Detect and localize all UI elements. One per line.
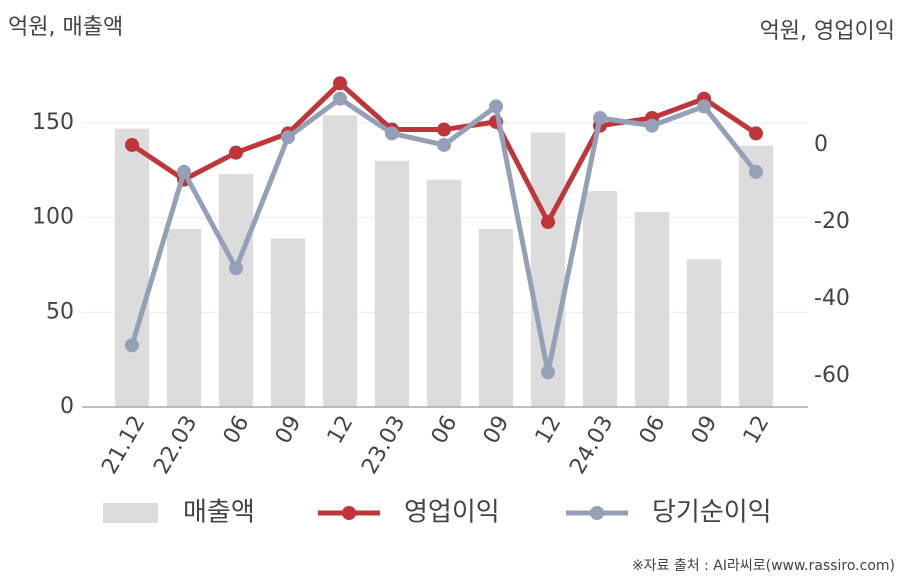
x-tick-label: 09: [687, 412, 723, 449]
point: [749, 164, 763, 179]
point: [229, 261, 243, 276]
legend-label: 영업이익: [404, 498, 500, 528]
bar: [322, 115, 358, 408]
point: [125, 338, 139, 353]
y2-tick-label: -20: [814, 209, 850, 234]
source-note: ※자료 출처 : AI라씨로(www.rassiro.com): [632, 558, 895, 574]
y2-tick-label: -40: [814, 286, 850, 311]
point: [541, 215, 555, 230]
point: [333, 76, 347, 91]
x-tick-label: 06: [219, 412, 255, 449]
point: [697, 99, 711, 114]
y-tick-label: 0: [60, 394, 74, 419]
point: [125, 137, 139, 152]
y-tick-label: 100: [32, 205, 74, 230]
point: [437, 122, 451, 137]
x-tick-label: 06: [427, 412, 463, 449]
y-tick-label: 150: [32, 110, 74, 135]
point: [385, 126, 399, 141]
bar: [218, 174, 254, 407]
legend-swatch: [103, 503, 158, 523]
y-axis-label: 억원, 매출액: [8, 15, 123, 40]
y2-tick-label: 0: [814, 132, 828, 157]
x-tick-label: 09: [271, 412, 307, 449]
bar: [426, 179, 462, 407]
point: [177, 164, 191, 179]
bar: [114, 128, 150, 407]
bar: [686, 259, 722, 407]
bar: [634, 211, 670, 407]
point: [333, 91, 347, 106]
point: [281, 130, 295, 145]
point: [229, 145, 243, 160]
x-tick-label: 09: [479, 412, 515, 449]
legend-swatch: [342, 506, 356, 520]
point: [489, 99, 503, 114]
point: [593, 110, 607, 125]
y2-tick-label: -60: [814, 363, 850, 388]
x-tick-label: 12: [531, 412, 567, 449]
bar: [270, 238, 306, 407]
legend-label: 당기순이익: [652, 498, 772, 528]
x-tick-label: 12: [739, 412, 775, 449]
x-tick-label: 22.03: [149, 412, 202, 479]
bar: [478, 228, 514, 407]
point: [437, 137, 451, 152]
y2-axis-label: 억원, 영업이익: [760, 19, 895, 44]
bar: [374, 160, 410, 407]
point: [749, 126, 763, 141]
x-tick-label: 21.12: [97, 412, 150, 479]
point: [541, 365, 555, 380]
x-tick-label: 06: [635, 412, 671, 449]
x-tick-label: 12: [323, 412, 359, 449]
x-tick-label: 23.03: [357, 412, 410, 479]
bar: [166, 228, 202, 407]
legend-label: 매출액: [183, 498, 255, 528]
x-tick-label: 24.03: [565, 412, 618, 479]
bar: [738, 145, 774, 408]
point: [645, 118, 659, 133]
y-tick-label: 50: [46, 299, 74, 324]
legend-swatch: [590, 506, 604, 520]
bar: [582, 191, 618, 407]
